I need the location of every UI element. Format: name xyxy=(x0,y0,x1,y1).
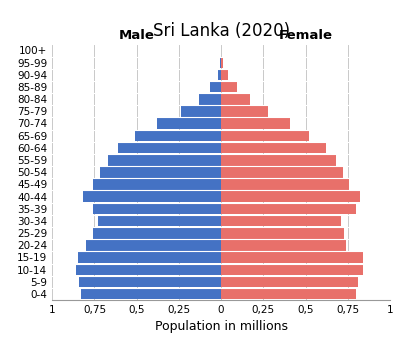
Bar xyxy=(221,167,342,178)
Bar xyxy=(221,57,222,68)
Bar xyxy=(180,106,221,117)
Bar xyxy=(97,216,221,226)
Bar xyxy=(221,94,249,105)
Bar xyxy=(86,240,221,251)
Title: Sri Lanka (2020): Sri Lanka (2020) xyxy=(152,22,289,40)
Bar xyxy=(198,94,221,105)
Bar xyxy=(221,228,344,239)
Bar xyxy=(221,276,357,287)
Bar xyxy=(221,288,355,299)
Bar xyxy=(221,179,348,190)
Bar xyxy=(81,288,221,299)
Bar xyxy=(221,118,290,129)
Bar xyxy=(76,264,221,275)
Bar xyxy=(83,191,221,202)
Bar xyxy=(221,203,355,214)
Bar xyxy=(220,57,221,68)
Bar xyxy=(221,240,345,251)
Bar xyxy=(221,252,362,263)
Bar xyxy=(79,276,221,287)
Bar xyxy=(221,216,340,226)
Text: Male: Male xyxy=(118,29,154,42)
Bar xyxy=(118,143,221,153)
X-axis label: Population in millions: Population in millions xyxy=(154,321,287,333)
Bar xyxy=(93,203,221,214)
Bar xyxy=(135,130,221,141)
Bar xyxy=(210,81,221,92)
Bar xyxy=(221,154,335,165)
Bar xyxy=(93,228,221,239)
Bar xyxy=(93,179,221,190)
Bar xyxy=(221,81,237,92)
Bar xyxy=(221,106,268,117)
Bar xyxy=(221,264,362,275)
Bar xyxy=(221,130,308,141)
Bar xyxy=(221,191,358,202)
Bar xyxy=(99,167,221,178)
Bar xyxy=(156,118,221,129)
Bar xyxy=(217,69,221,80)
Text: Female: Female xyxy=(278,29,332,42)
Bar xyxy=(221,69,227,80)
Bar xyxy=(77,252,221,263)
Bar xyxy=(108,154,221,165)
Bar xyxy=(221,143,325,153)
